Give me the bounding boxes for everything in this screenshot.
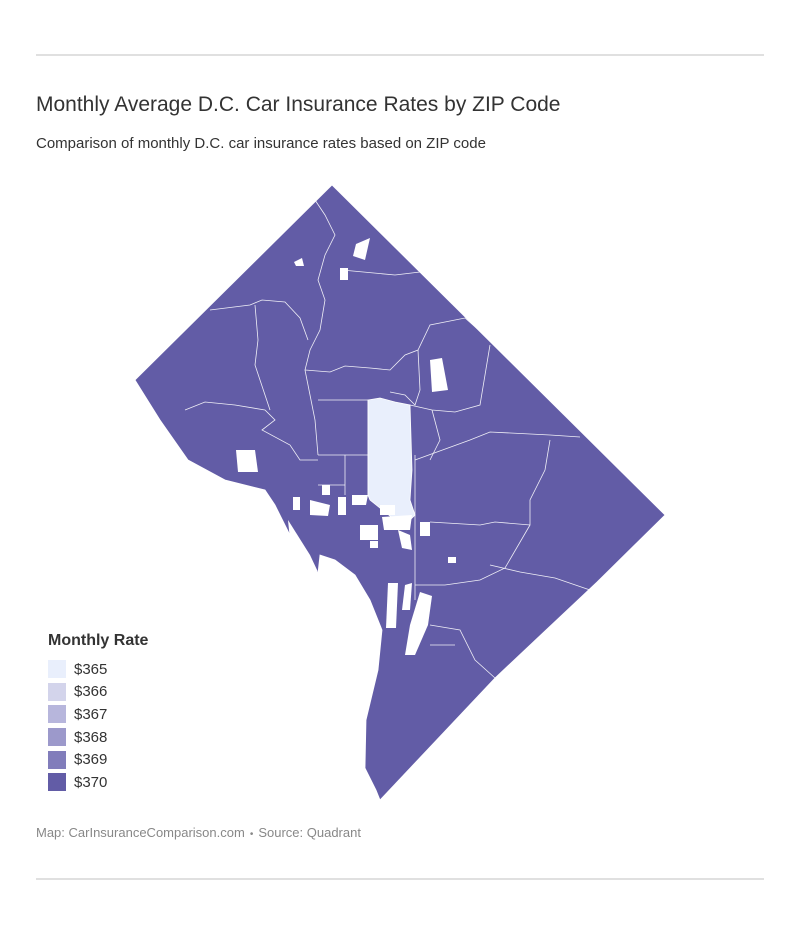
legend-label: $366 bbox=[74, 683, 108, 701]
legend-label: $367 bbox=[74, 705, 108, 723]
legend-item: $369 bbox=[48, 748, 148, 771]
zip-lowest-rate[interactable] bbox=[367, 397, 416, 521]
legend-swatch bbox=[48, 750, 66, 769]
legend-title: Monthly Rate bbox=[48, 632, 149, 649]
separator-dot: • bbox=[249, 829, 254, 840]
legend-label: $370 bbox=[74, 773, 108, 791]
bottom-divider bbox=[36, 878, 764, 880]
legend-swatch bbox=[48, 682, 66, 701]
legend-swatch bbox=[48, 728, 66, 747]
non-residential-areas bbox=[236, 238, 456, 788]
legend-item: $366 bbox=[48, 681, 148, 704]
map-credit: Map: CarInsuranceComparison.com bbox=[36, 825, 245, 840]
legend-item: $368 bbox=[48, 726, 148, 749]
map-subtitle: Comparison of monthly D.C. car insurance… bbox=[36, 135, 486, 152]
source-credit: Source: Quadrant bbox=[258, 825, 361, 840]
top-divider bbox=[36, 54, 764, 56]
zip-boundaries bbox=[184, 199, 591, 679]
map-legend: Monthly Rate $365 $366 $367 $368 $369 $3… bbox=[48, 632, 148, 794]
legend-label: $365 bbox=[74, 660, 108, 678]
legend-swatch bbox=[48, 660, 66, 679]
map-title: Monthly Average D.C. Car Insurance Rates… bbox=[36, 93, 561, 116]
legend-label: $368 bbox=[74, 728, 108, 746]
legend-swatch bbox=[48, 773, 66, 792]
legend-label: $369 bbox=[74, 751, 108, 769]
legend-item: $365 bbox=[48, 658, 148, 681]
map-footer: Map: CarInsuranceComparison.com • Source: … bbox=[36, 825, 361, 840]
legend-swatch bbox=[48, 705, 66, 724]
legend-item: $367 bbox=[48, 703, 148, 726]
legend-item: $370 bbox=[48, 771, 148, 794]
